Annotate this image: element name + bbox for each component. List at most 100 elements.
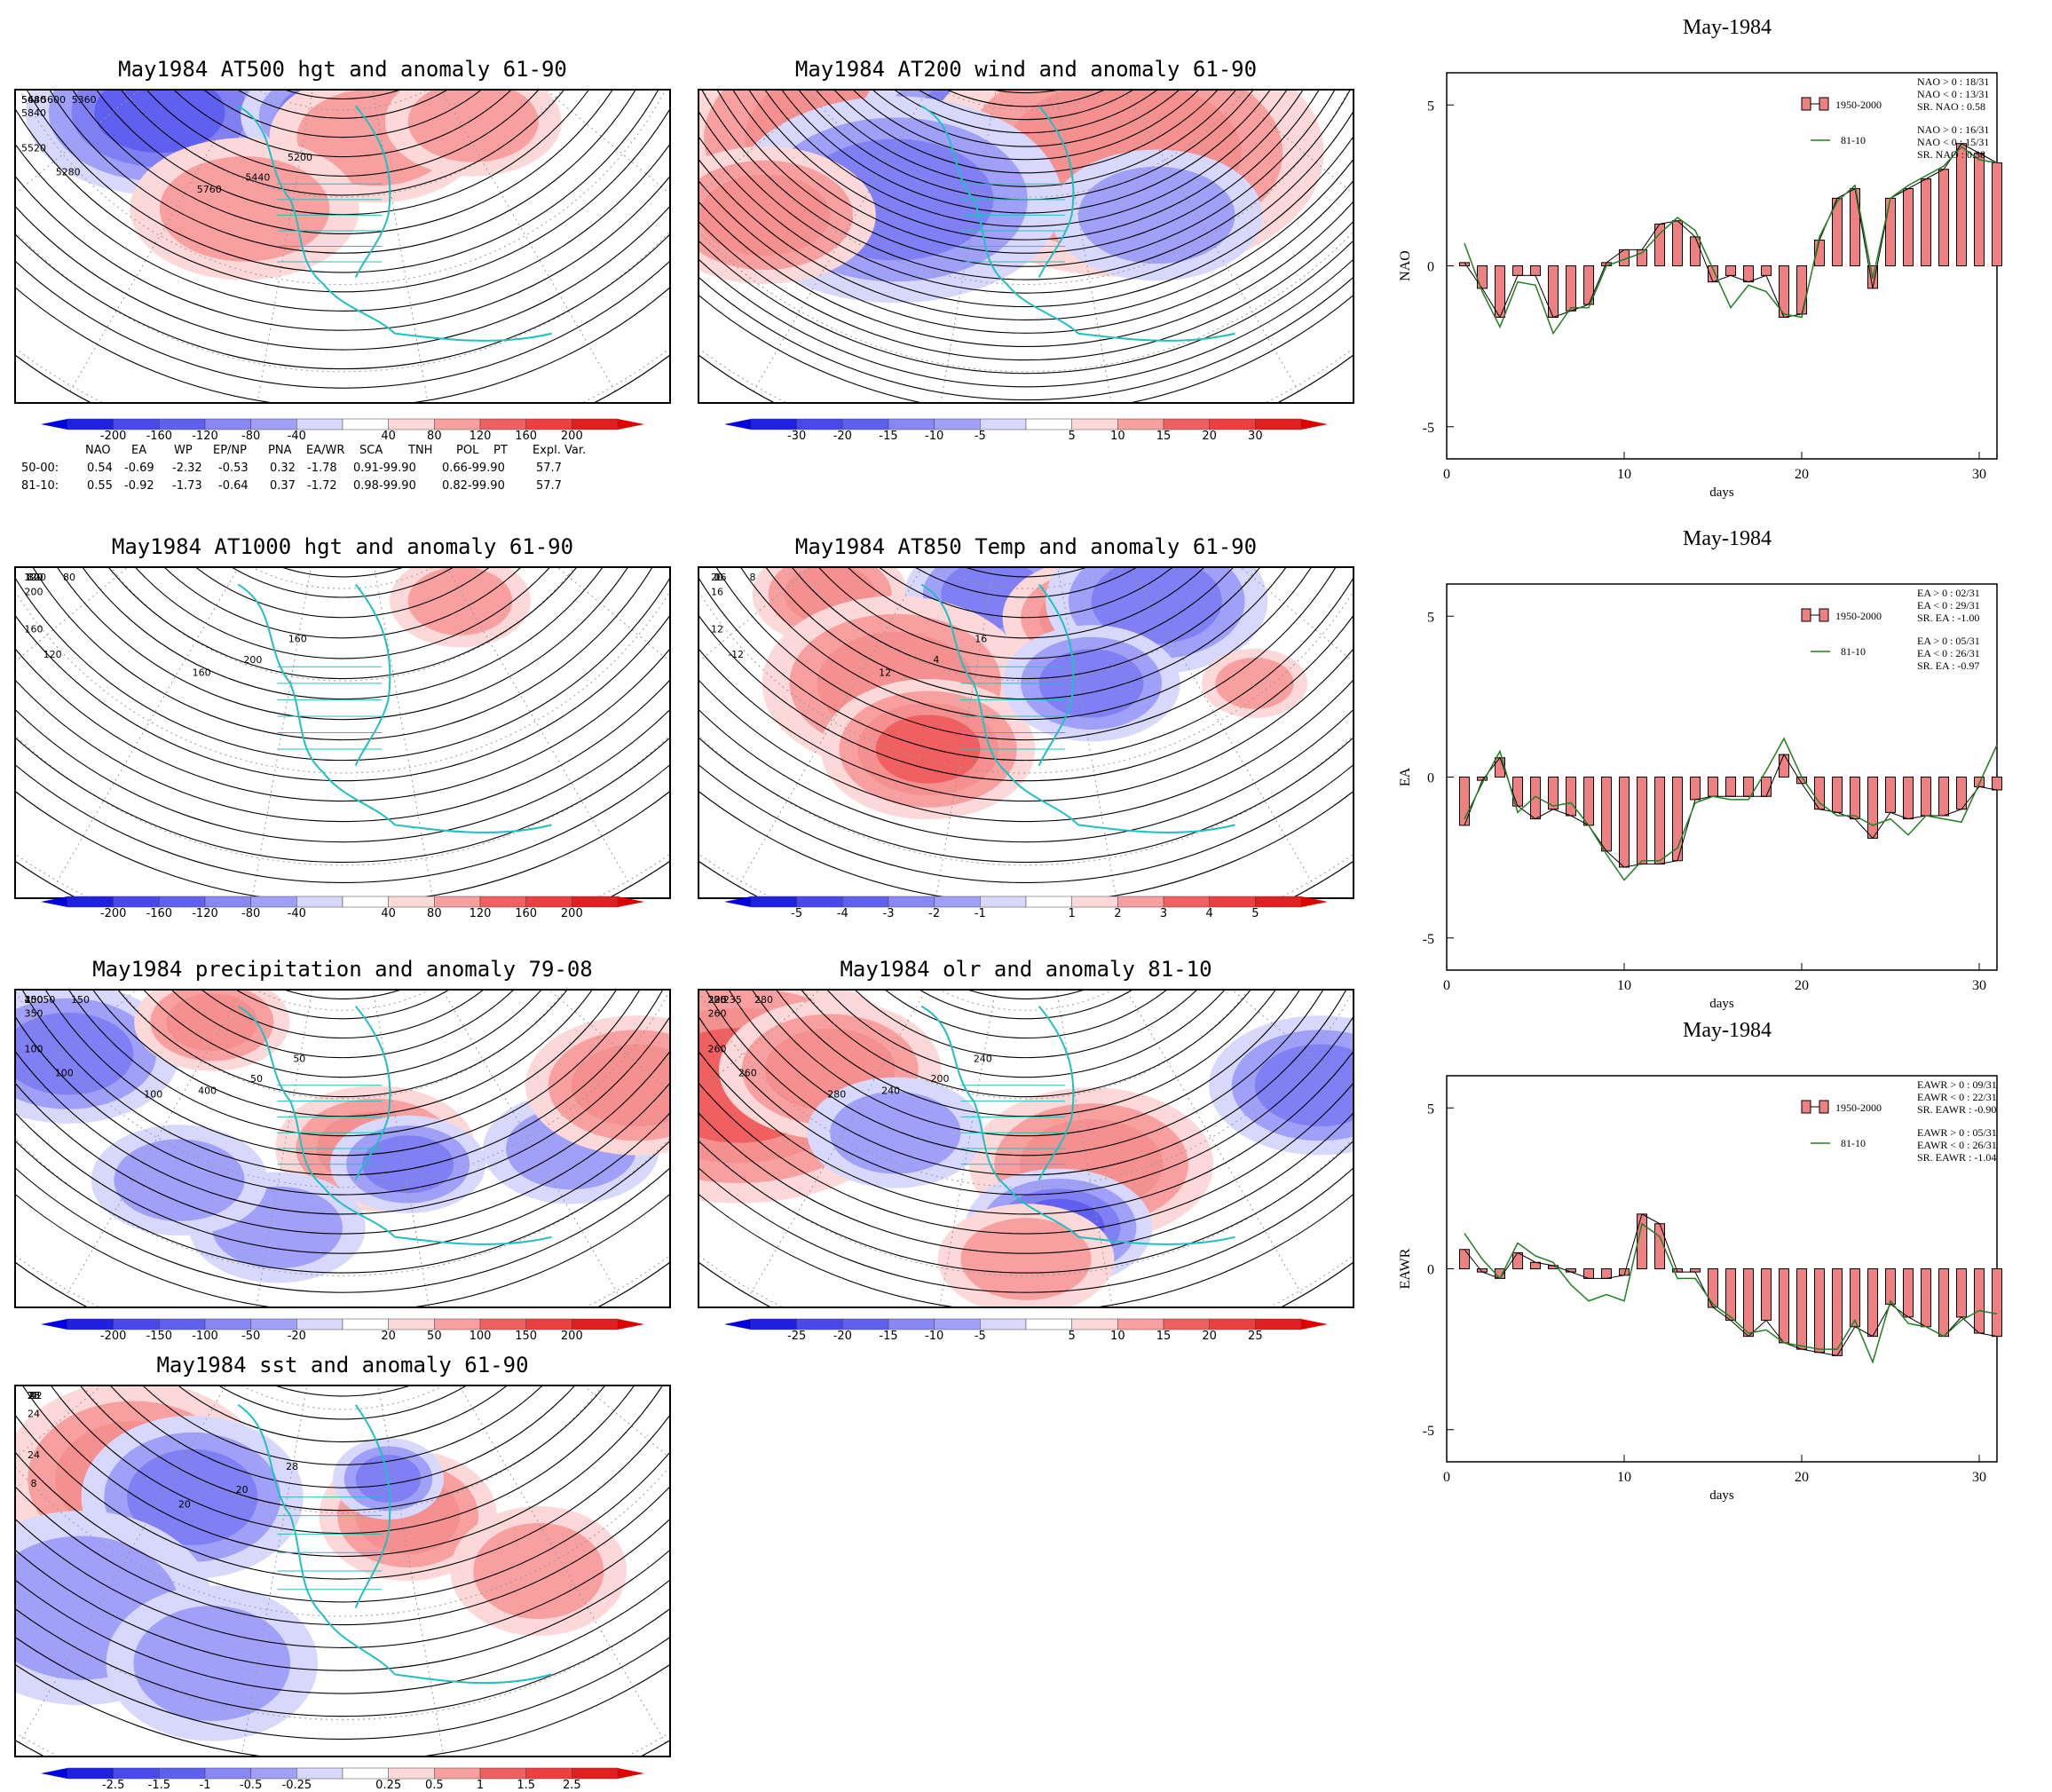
legend-stat: EAWR > 0 : 05/31 (1917, 1126, 1997, 1139)
map-title: May1984 AT500 hgt and anomaly 61-90 (118, 57, 567, 82)
legend-stat: NAO < 0 : 13/31 (1917, 88, 1989, 100)
bar (1938, 777, 1949, 817)
anomaly-shading (571, 1044, 669, 1127)
bar (1921, 178, 1931, 266)
colorbar-label: 1.5 (517, 1779, 535, 1792)
colorbar-segment (1209, 418, 1256, 430)
colorbar-label: 160 (515, 430, 538, 443)
x-tick-label: 30 (1972, 467, 1986, 482)
colorbar-segment (572, 1767, 619, 1780)
colorbar-label: -120 (192, 907, 218, 920)
colorbar: -25 -20 -15 -10 -5 5 10 15 20 25 (698, 1317, 1354, 1343)
series-line (1464, 737, 1998, 881)
colorbar-segment (1163, 896, 1210, 908)
legend-bar-name: 1950-2000 (1835, 610, 1882, 622)
bar (1938, 1268, 1949, 1338)
legend-stat: NAO > 0 : 18/31 (1917, 75, 1989, 88)
colorbar-segment (434, 1767, 481, 1780)
y-tick-label: 5 (1427, 99, 1434, 114)
colorbar-arrow (41, 1319, 67, 1330)
contour-label: 80 (63, 572, 75, 583)
header-nao: NAO (85, 444, 111, 457)
colorbar-segment (1025, 418, 1072, 430)
bar (1761, 777, 1772, 797)
contour-label: 12 (879, 667, 891, 679)
colorbar-segment (888, 418, 935, 430)
bar (1779, 754, 1789, 778)
colorbar-segment (525, 896, 572, 908)
contour-label: -12 (728, 649, 744, 660)
contour-label: 400 (198, 1085, 217, 1097)
header-explvar: Expl. Var. (533, 444, 587, 457)
bar-top-line (1464, 754, 1998, 868)
plot-frame (1446, 583, 1998, 971)
colorbar-segment (980, 1318, 1027, 1330)
header-eawr: EA/WR (306, 444, 345, 457)
colorbar-label: -3 (882, 907, 895, 920)
colorbar-segment (113, 1318, 160, 1330)
contour-label: 100 (55, 1068, 74, 1079)
colorbar-label: 40 (381, 430, 396, 443)
legend-stat: SR. EAWR : -1.04 (1917, 1151, 1996, 1164)
contour-label: 20 (711, 572, 723, 583)
colorbar-label: 3 (1159, 907, 1168, 920)
colorbar-label: 200 (560, 907, 583, 920)
colorbar-label: -100 (192, 1330, 218, 1343)
bar (1512, 1251, 1523, 1269)
bar (1690, 777, 1701, 801)
bar (1601, 777, 1612, 852)
map-panel: 5200 5280 5360 5440 5440 5520 5600 5680 5760 5840 (14, 89, 671, 404)
bar (1779, 1268, 1789, 1344)
legend-stat: SR. EA : -1.00 (1917, 612, 1979, 624)
row-value: 57.7 (536, 479, 562, 493)
y-tick-label: 5 (1427, 1101, 1434, 1117)
colorbar-label: 5 (1068, 430, 1076, 443)
anomaly-shading (960, 1218, 1092, 1300)
bar (1601, 1268, 1612, 1279)
colorbar-segment (388, 1767, 435, 1780)
timeseries-chart: 5 0 -5 0 10 20 30 days EA 1950-2000 EA > 0 : 02/31… (1385, 582, 2006, 1030)
contour-label: 16 (711, 587, 723, 598)
bar (1530, 265, 1541, 276)
colorbar-label: 200 (560, 430, 583, 443)
colorbar-segment (159, 896, 206, 908)
colorbar-arrow (41, 419, 67, 430)
colorbar-label: -4 (836, 907, 848, 920)
legend-bar-swatch (1819, 97, 1829, 111)
colorbar-segment (1117, 1318, 1164, 1330)
legend-line-name: 81-10 (1841, 134, 1866, 146)
bar (1725, 777, 1736, 797)
contour-label: 220 (708, 994, 727, 1006)
bar (1761, 1268, 1772, 1321)
colorbar-segment (296, 418, 343, 430)
colorbar-label: 5 (1251, 907, 1259, 920)
contour-label: 16 (714, 572, 726, 583)
colorbar-segment (113, 1767, 160, 1780)
colorbar-label: 4 (1205, 907, 1213, 920)
contour-label: 150 (71, 994, 90, 1006)
legend-bar-swatch (1819, 1100, 1829, 1114)
colorbar-label: 2 (1114, 907, 1122, 920)
colorbar-label: -5 (974, 1330, 986, 1343)
colorbar-segment (1163, 1318, 1210, 1330)
contour-label: 260 (708, 1044, 727, 1055)
anomaly-shading (1091, 568, 1222, 644)
y-axis-label: EA (1398, 767, 1413, 786)
contour-label: 120 (25, 572, 43, 583)
colorbar-label: 10 (1110, 1330, 1125, 1343)
colorbar-segment (934, 418, 981, 430)
contour-label: 200 (930, 1073, 949, 1085)
colorbar-segment (980, 896, 1027, 908)
contour-label: 5840 (21, 107, 46, 119)
colorbar-label: 200 (560, 1330, 583, 1343)
bar (1903, 777, 1914, 820)
legend-stat: EA > 0 : 05/31 (1917, 635, 1980, 647)
colorbar-segment (250, 418, 297, 430)
colorbar-segment (525, 1767, 572, 1780)
colorbar-arrow (618, 1319, 644, 1330)
colorbar-arrow (1301, 1319, 1328, 1330)
colorbar-segment (1071, 896, 1118, 908)
bar (1477, 265, 1488, 289)
colorbar-segment (842, 896, 889, 908)
